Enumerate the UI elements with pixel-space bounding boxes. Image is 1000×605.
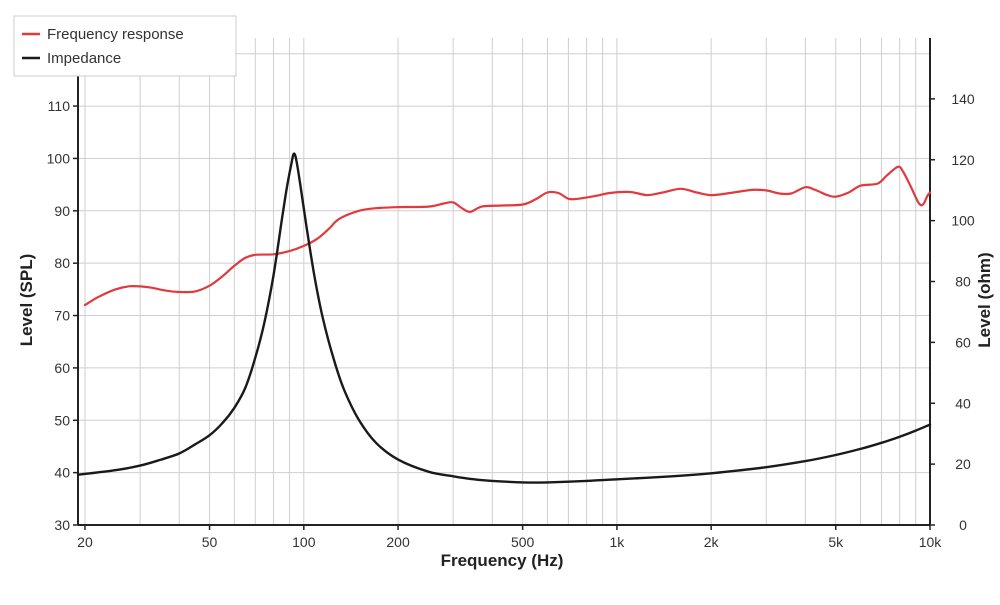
- y-left-tick-label: 80: [54, 255, 70, 271]
- x-tick-label: 5k: [828, 534, 844, 550]
- x-tick-label: 20: [77, 534, 93, 550]
- y-left-tick-label: 30: [54, 517, 70, 533]
- axes: 3040506070809010011012002040608010012014…: [47, 38, 975, 550]
- x-tick-label: 500: [511, 534, 535, 550]
- x-axis-label: Frequency (Hz): [441, 551, 564, 570]
- y-left-tick-label: 70: [54, 308, 70, 324]
- grid-lines: [78, 38, 931, 526]
- x-tick-label: 2k: [704, 534, 720, 550]
- y-left-tick-label: 50: [54, 412, 70, 428]
- x-tick-label: 1k: [610, 534, 626, 550]
- y-right-tick-label: 60: [955, 334, 971, 350]
- y-right-tick-label: 0: [959, 517, 967, 533]
- y-right-tick-label: 140: [951, 91, 975, 107]
- y-right-tick-label: 120: [951, 152, 975, 168]
- legend-label-frequency-response: Frequency response: [47, 26, 184, 43]
- y-right-tick-label: 40: [955, 395, 971, 411]
- y-left-tick-label: 60: [54, 360, 70, 376]
- y-left-tick-label: 90: [54, 203, 70, 219]
- y-right-tick-label: 80: [955, 274, 971, 290]
- series-line-frequency-response: [83, 165, 932, 307]
- y-left-tick-label: 40: [54, 465, 70, 481]
- series-line-impedance: [76, 152, 932, 484]
- x-tick-label: 50: [202, 534, 218, 550]
- y-axis-left-label: Level (SPL): [17, 254, 36, 347]
- legend-label-impedance: Impedance: [47, 50, 121, 67]
- x-tick-label: 10k: [919, 534, 943, 550]
- y-left-tick-label: 110: [48, 98, 71, 114]
- legend: Frequency response Impedance: [13, 15, 237, 77]
- legend-box: [13, 15, 237, 77]
- y-axis-right-label: Level (ohm): [975, 252, 994, 347]
- x-tick-label: 100: [292, 534, 316, 550]
- y-right-tick-label: 100: [951, 213, 975, 229]
- series-lines: [76, 152, 932, 484]
- y-left-tick-label: 100: [47, 150, 71, 166]
- x-tick-label: 200: [386, 534, 410, 550]
- y-right-tick-label: 20: [955, 456, 971, 472]
